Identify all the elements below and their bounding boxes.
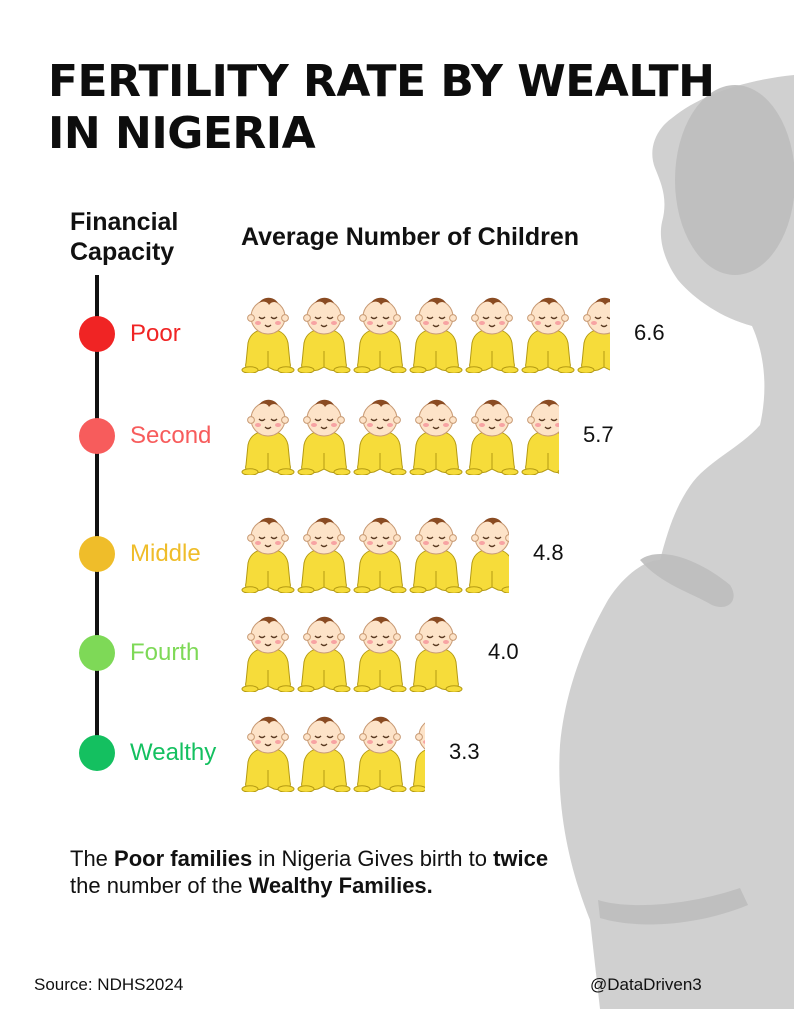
category-label-fourth: Fourth [130, 639, 200, 666]
baby-icon [241, 399, 295, 475]
baby-icon [465, 399, 519, 475]
y-axis-label: Financial Capacity [70, 208, 179, 266]
note-bold-twice: twice [493, 846, 549, 871]
x-axis-label: Average Number of Children [241, 223, 580, 251]
baby-icon [297, 716, 351, 792]
baby-icon [241, 616, 295, 692]
baby-icon [297, 297, 351, 373]
category-label-second: Second [130, 422, 212, 449]
baby-icon [465, 297, 519, 373]
bar-middle [240, 515, 509, 593]
baby-icon [241, 297, 295, 373]
baby-icon [521, 297, 575, 373]
source-credit: Source: NDHS2024 [34, 975, 184, 994]
value-label-wealthy: 3.3 [449, 739, 480, 764]
category-dot-second [79, 418, 115, 454]
baby-icon [353, 616, 407, 692]
bar-second [240, 397, 559, 475]
author-handle: @DataDriven3 [590, 975, 702, 994]
bar-fourth [240, 614, 464, 692]
bar-wealthy [240, 714, 425, 792]
category-label-middle: Middle [130, 540, 201, 567]
category-dot-poor [79, 316, 115, 352]
category-dot-fourth [79, 635, 115, 671]
financial-capacity-axis-line [95, 275, 99, 745]
note-bold-poor: Poor families [114, 846, 253, 871]
baby-icon [297, 616, 351, 692]
value-label-poor: 6.6 [634, 320, 665, 345]
value-label-second: 5.7 [583, 422, 614, 447]
baby-icon [353, 297, 407, 373]
baby-icon [465, 517, 509, 593]
category-label-wealthy: Wealthy [130, 739, 217, 766]
baby-icon [409, 297, 463, 373]
note-text-1: The [70, 846, 115, 871]
baby-icon [297, 517, 351, 593]
baby-icon [409, 517, 463, 593]
baby-icon [577, 297, 610, 373]
baby-icon [409, 616, 463, 692]
note-bold-wealthy: Wealthy Families. [248, 873, 433, 898]
bar-poor [240, 295, 610, 373]
baby-icon [521, 399, 559, 475]
baby-icon [353, 517, 407, 593]
value-label-middle: 4.8 [533, 540, 564, 565]
baby-icon [297, 399, 351, 475]
baby-icon [353, 716, 407, 792]
baby-icon [241, 716, 295, 792]
category-dot-wealthy [79, 735, 115, 771]
summary-note: The Poor families in Nigeria Gives birth… [70, 845, 570, 899]
baby-icon [353, 399, 407, 475]
note-text-3: the number of the [70, 873, 249, 898]
page-title: FERTILITY RATE BY WEALTH IN NIGERIA [48, 56, 715, 159]
category-label-poor: Poor [130, 320, 181, 347]
value-label-fourth: 4.0 [488, 639, 519, 664]
baby-icon [409, 399, 463, 475]
baby-icon [241, 517, 295, 593]
baby-icon [409, 722, 425, 792]
note-text-2: in Nigeria Gives birth to [252, 846, 494, 871]
category-dot-middle [79, 536, 115, 572]
